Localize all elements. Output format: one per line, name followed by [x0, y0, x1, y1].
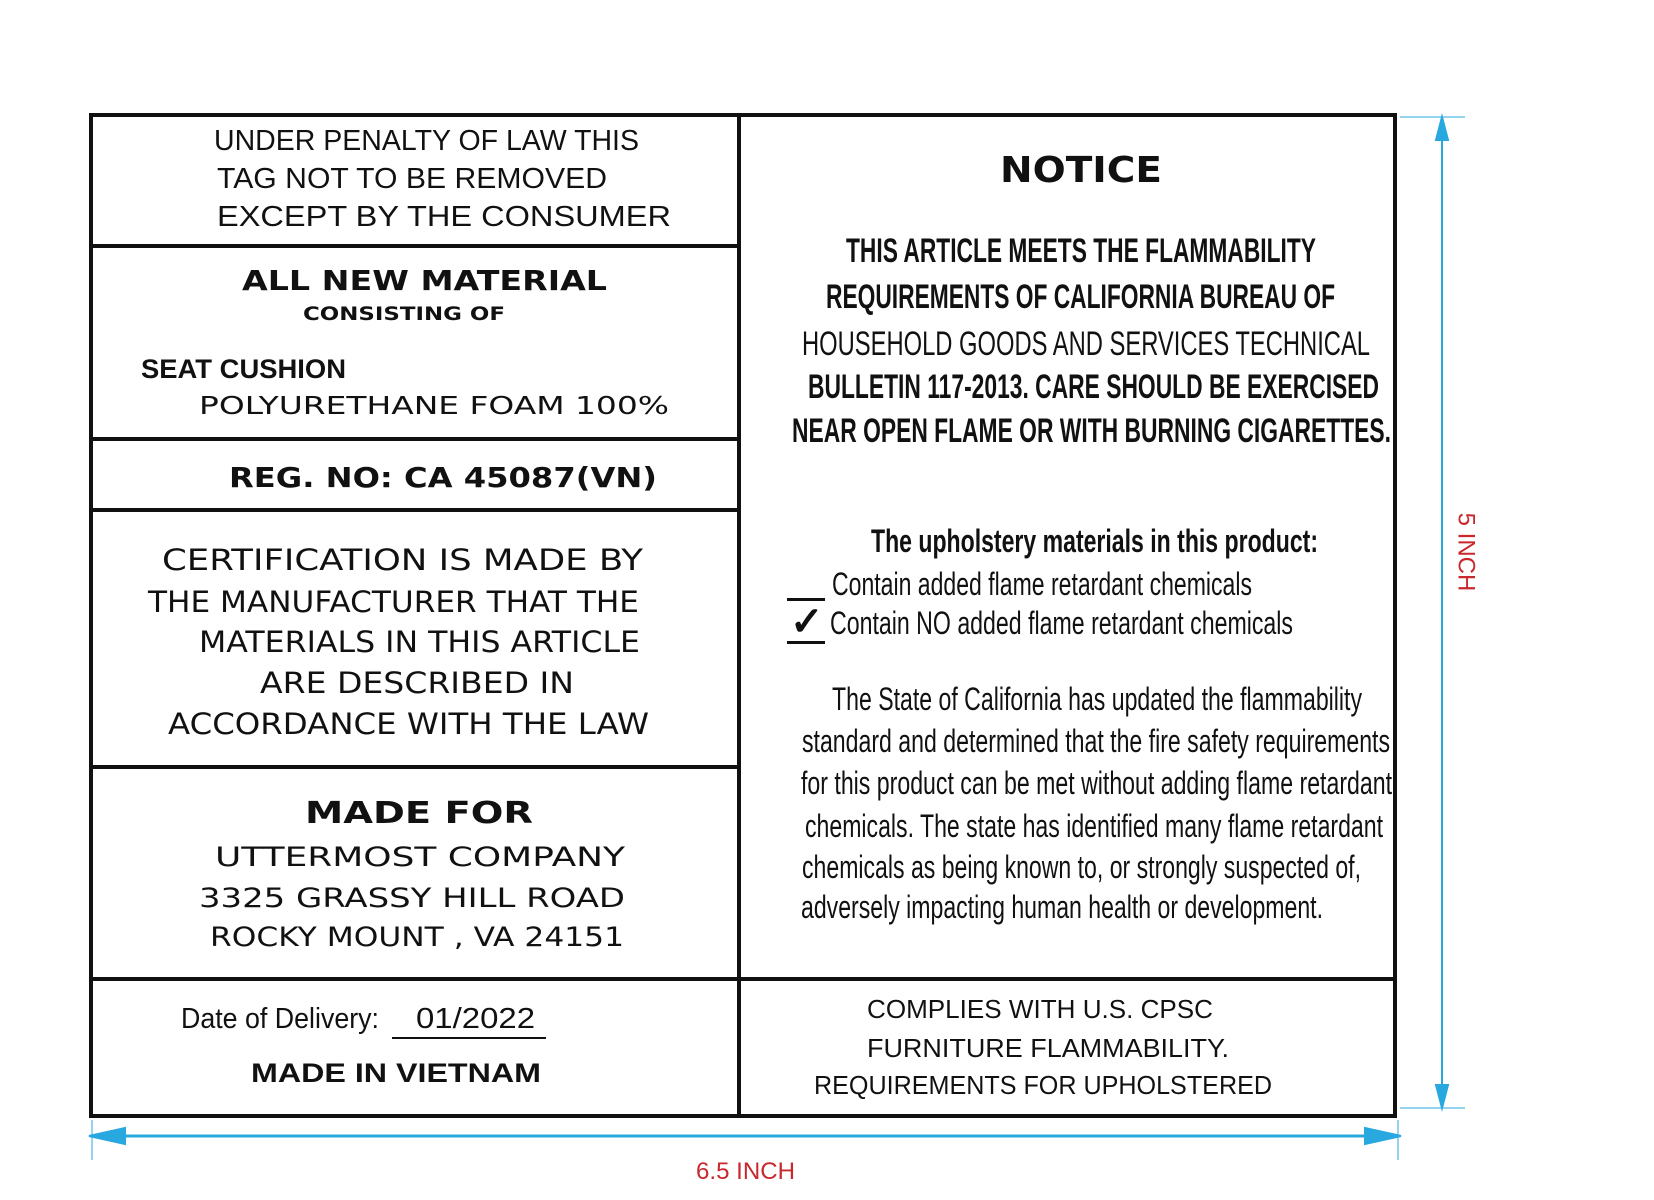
address-line: ROCKY MOUNT , VA 24151 — [210, 922, 624, 953]
option-label: Contain added flame retardant chemicals — [832, 566, 1252, 602]
component-name: SEAT CUSHION — [141, 354, 346, 384]
divider — [93, 765, 739, 769]
notice-line: NEAR OPEN FLAME OR WITH BURNING CIGARETT… — [792, 412, 1391, 450]
divider — [91, 244, 739, 248]
composition: POLYURETHANE FOAM 100% — [199, 391, 669, 420]
made-for-title: MADE FOR — [305, 796, 533, 831]
column-divider — [737, 113, 741, 1118]
certification-line: ACCORDANCE WITH THE LAW — [168, 707, 649, 741]
arrow-down-icon — [1434, 1084, 1450, 1112]
divider — [93, 437, 739, 441]
paragraph-line: The State of California has updated the … — [832, 681, 1362, 717]
arrow-up-icon — [1434, 113, 1450, 141]
paragraph-line: adversely impacting human health or deve… — [801, 889, 1323, 925]
paragraph-line: standard and determined that the fire sa… — [802, 723, 1390, 759]
arrow-right-icon — [1364, 1126, 1402, 1146]
notice-line: BULLETIN 117-2013. CARE SHOULD BE EXERCI… — [808, 368, 1379, 406]
notice-line: HOUSEHOLD GOODS AND SERVICES TECHNICAL — [802, 325, 1370, 363]
penalty-line: TAG NOT TO BE REMOVED — [217, 163, 607, 195]
arrow-left-icon — [88, 1126, 126, 1146]
compliance-line: COMPLIES WITH U.S. CPSC — [867, 994, 1213, 1024]
compliance-line: REQUIREMENTS FOR UPHOLSTERED — [814, 1070, 1272, 1100]
height-label: 5 INCH — [1452, 512, 1480, 592]
option-label: Contain NO added flame retardant chemica… — [830, 605, 1293, 641]
certification-line: ARE DESCRIBED IN — [260, 666, 574, 700]
certification-line: MATERIALS IN THIS ARTICLE — [199, 625, 640, 659]
paragraph-line: chemicals. The state has identified many… — [805, 808, 1383, 844]
country-of-origin: MADE IN VIETNAM — [251, 1058, 541, 1088]
notice-line: REQUIREMENTS OF CALIFORNIA BUREAU OF — [826, 278, 1335, 316]
consisting-of: CONSISTING OF — [303, 303, 505, 325]
certification-line: CERTIFICATION IS MADE BY — [162, 543, 643, 577]
blank-checkbox-line — [787, 598, 825, 601]
upholstery-heading: The upholstery materials in this product… — [871, 523, 1318, 559]
divider — [93, 977, 1397, 981]
delivery-label: Date of Delivery: — [181, 1003, 379, 1035]
paragraph-line: for this product can be met without addi… — [801, 765, 1392, 801]
address-line: UTTERMOST COMPANY — [215, 842, 625, 873]
check-mark-icon: ✓ — [790, 600, 824, 644]
notice-line: THIS ARTICLE MEETS THE FLAMMABILITY — [846, 232, 1316, 270]
paragraph-line: chemicals as being known to, or strongly… — [802, 849, 1361, 885]
material-title: ALL NEW MATERIAL — [242, 264, 607, 297]
law-label-border — [89, 113, 1397, 1118]
address-line: 3325 GRASSY HILL ROAD — [199, 883, 625, 914]
registration-number: REG. NO: CA 45087(VN) — [229, 461, 657, 494]
penalty-line: EXCEPT BY THE CONSUMER — [217, 201, 671, 233]
width-label: 6.5 INCH — [696, 1158, 795, 1185]
compliance-line: FURNITURE FLAMMABILITY. — [867, 1033, 1229, 1063]
checked-checkbox-line — [787, 641, 825, 644]
penalty-line: UNDER PENALTY OF LAW THIS — [214, 125, 639, 157]
delivery-date: 01/2022 — [416, 1003, 535, 1035]
certification-line: THE MANUFACTURER THAT THE — [148, 585, 639, 619]
divider — [93, 508, 739, 512]
delivery-underline — [392, 1037, 546, 1039]
notice-title: NOTICE — [1000, 150, 1162, 191]
